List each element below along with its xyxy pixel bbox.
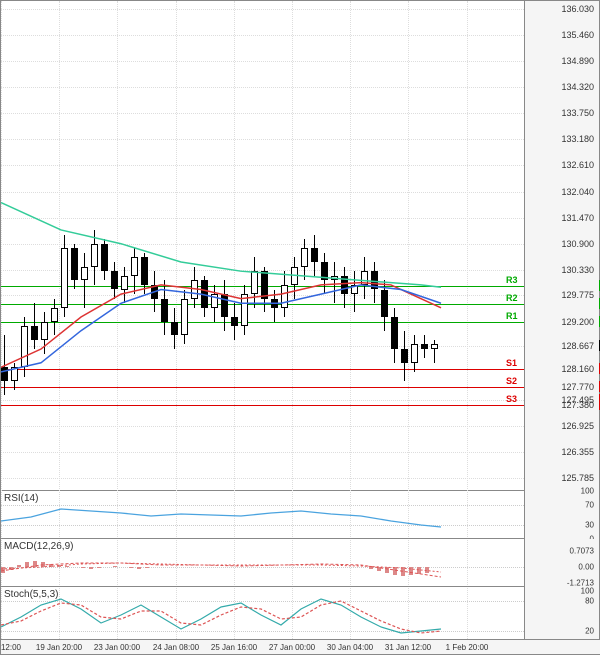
y-tick: 128.160 [561,364,594,374]
y-tick: 132.610 [561,160,594,170]
h-gridline [1,139,526,140]
macd-panel[interactable]: MACD(12,26,9) [1,539,526,587]
rsi-axis: 10070300 [524,491,599,539]
chart-container: R3129.970R2129.590R1129.200S1128.160S212… [0,0,600,655]
macd-axis: 0.70730.00-1.2713 [524,539,599,587]
h-gridline [1,452,526,453]
sr-label-r3: R3 [506,275,518,285]
h-gridline [1,400,526,401]
stoch-axis: 10080 20 [524,587,599,641]
h-gridline [1,35,526,36]
stoch-tick: 80 [585,597,594,606]
price-y-axis: 136.030 135.460 134.890 134.320 133.750 133.1… [524,1,599,491]
h-gridline [1,61,526,62]
y-tick: 135.460 [561,30,594,40]
y-tick: 125.785 [561,473,594,483]
x-tick: 24 Jan 08:00 [153,643,199,652]
y-tick: 134.320 [561,82,594,92]
y-tick: 134.890 [561,56,594,66]
y-tick: 129.775 [561,290,594,300]
sr-label-s3: S3 [506,394,517,404]
y-tick: 133.180 [561,134,594,144]
h-gridline [1,244,526,245]
macd-tick: 0.7073 [570,547,594,556]
h-gridline [1,9,526,10]
x-tick: 27 Jan 00:00 [269,643,315,652]
rsi-line [1,509,441,527]
sr-line-s1 [1,369,526,370]
rsi-panel[interactable]: RSI(14) [1,491,526,539]
ma-layer [1,1,526,491]
y-tick: 126.925 [561,421,594,431]
h-gridline [1,426,526,427]
macd-tick: 0.00 [578,563,594,572]
y-tick: 132.040 [561,187,594,197]
y-tick: 126.355 [561,447,594,457]
sr-line-r1 [1,322,526,323]
sr-label-s2: S2 [506,376,517,386]
x-tick: 25 Jan 16:00 [211,643,257,652]
y-tick: 127.380 [561,400,594,410]
y-tick: 128.667 [561,341,594,351]
x-axis: 12:00 19 Jan 20:00 23 Jan 00:00 24 Jan 08:0… [1,639,600,654]
rsi-tick: 30 [585,521,594,530]
sr-label-s1: S1 [506,358,517,368]
macd-line-1 [1,563,441,572]
x-tick: 31 Jan 12:00 [385,643,431,652]
rsi-tick: 70 [585,501,594,510]
sr-line-s3 [1,405,526,406]
h-gridline [1,192,526,193]
h-gridline [1,346,526,347]
h-gridline [1,113,526,114]
x-tick: 19 Jan 20:00 [36,643,82,652]
y-tick: 136.030 [561,4,594,14]
x-tick: 1 Feb 20:00 [446,643,489,652]
stoch-tick: 20 [585,627,594,636]
rsi-tick: 100 [581,487,594,496]
h-gridline [1,218,526,219]
sr-line-s2 [1,387,526,388]
y-tick: 130.330 [561,265,594,275]
y-tick: 127.770 [561,382,594,392]
sr-label-r1: R1 [506,311,518,321]
x-tick: 23 Jan 00:00 [94,643,140,652]
y-tick: 133.750 [561,108,594,118]
y-tick: 130.900 [561,239,594,249]
price-panel[interactable]: R3129.970R2129.590R1129.200S1128.160S212… [1,1,526,491]
h-gridline [1,165,526,166]
y-tick: 129.200 [561,317,594,327]
h-gridline [1,87,526,88]
x-tick: 30 Jan 04:00 [327,643,373,652]
h-gridline [1,478,526,479]
stoch-line-1 [1,601,441,633]
stoch-panel[interactable]: Stoch(5,5,3) [1,587,526,641]
x-tick: 12:00 [1,643,21,652]
sr-label-r2: R2 [506,293,518,303]
stoch-tick: 100 [581,587,594,596]
y-tick: 131.470 [561,213,594,223]
